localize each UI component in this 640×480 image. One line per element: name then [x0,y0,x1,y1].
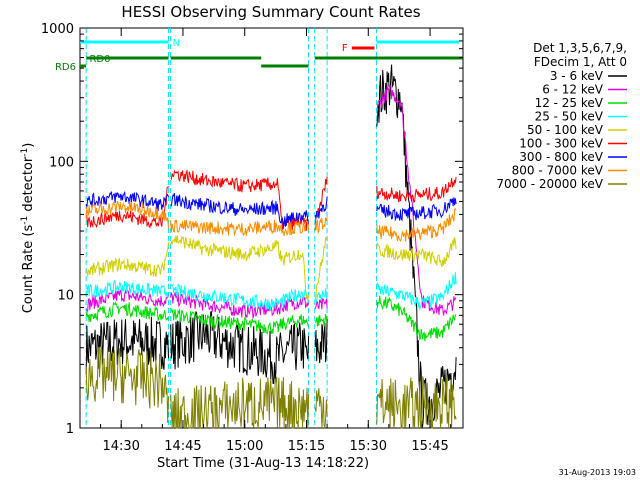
rd6-label: RD6 [55,62,76,73]
footer-timestamp: 31-Aug-2013 19:03 [559,468,636,477]
legend-entry-label: 7000 - 20000 keV [496,177,603,191]
legend-entry-label: 800 - 7000 keV [512,164,604,178]
y-tick-label: 1 [66,422,74,437]
x-tick-label: 15:15 [288,439,325,454]
series-line-0 [85,64,457,428]
legend-entry-label: 6 - 12 keV [542,83,604,97]
x-tick-label: 14:30 [102,439,139,454]
series-line-7 [85,200,457,242]
series-line-3 [85,272,457,311]
flare-label: F [342,43,348,54]
legend-entry-label: 12 - 25 keV [535,96,604,110]
series-layer [85,64,457,430]
y-axis-label: Count Rate (s-1 detector-1) [20,143,36,314]
chart-title: HESSI Observing Summary Count Rates [121,3,420,21]
legend-entry-label: 50 - 100 keV [527,123,604,137]
x-tick-label: 15:45 [411,439,448,454]
series-line-6 [85,190,457,228]
rd0-label: RD0 [89,54,110,65]
y-tick-label: 1000 [41,22,74,37]
series-line-4 [85,235,457,301]
legend-entry-label: 300 - 800 keV [519,150,603,164]
legend-entry-label: 25 - 50 keV [535,110,604,124]
series-line-5 [85,169,457,232]
legend-entry-label: 3 - 6 keV [550,69,604,83]
gap-markers [85,28,378,428]
x-axis-ticks: 14:30 14:45 15:00 15:15 15:30 15:45 [100,28,452,454]
plot-frame [79,27,464,429]
x-tick-label: 14:45 [164,439,201,454]
legend-header-2: FDecim 1, Att 0 [534,55,627,69]
legend: Det 1,3,5,6,7,9, FDecim 1, Att 0 3 - 6 k… [496,41,627,191]
legend-header-1: Det 1,3,5,6,7,9, [533,41,627,55]
y-tick-label: 10 [57,289,74,304]
flag-bars: RD0 RD6 N F [55,38,463,73]
night-label: N [173,38,180,49]
series-line-8 [85,346,457,430]
legend-entry-label: 100 - 300 keV [519,137,603,151]
x-tick-label: 15:00 [226,439,263,454]
x-axis-label: Start Time (31-Aug-13 14:18:22) [157,456,369,471]
x-tick-label: 15:30 [350,439,387,454]
series-line-2 [85,295,457,342]
y-axis-ticks: 1 10 100 1000 [41,22,463,437]
y-tick-label: 100 [49,155,74,170]
